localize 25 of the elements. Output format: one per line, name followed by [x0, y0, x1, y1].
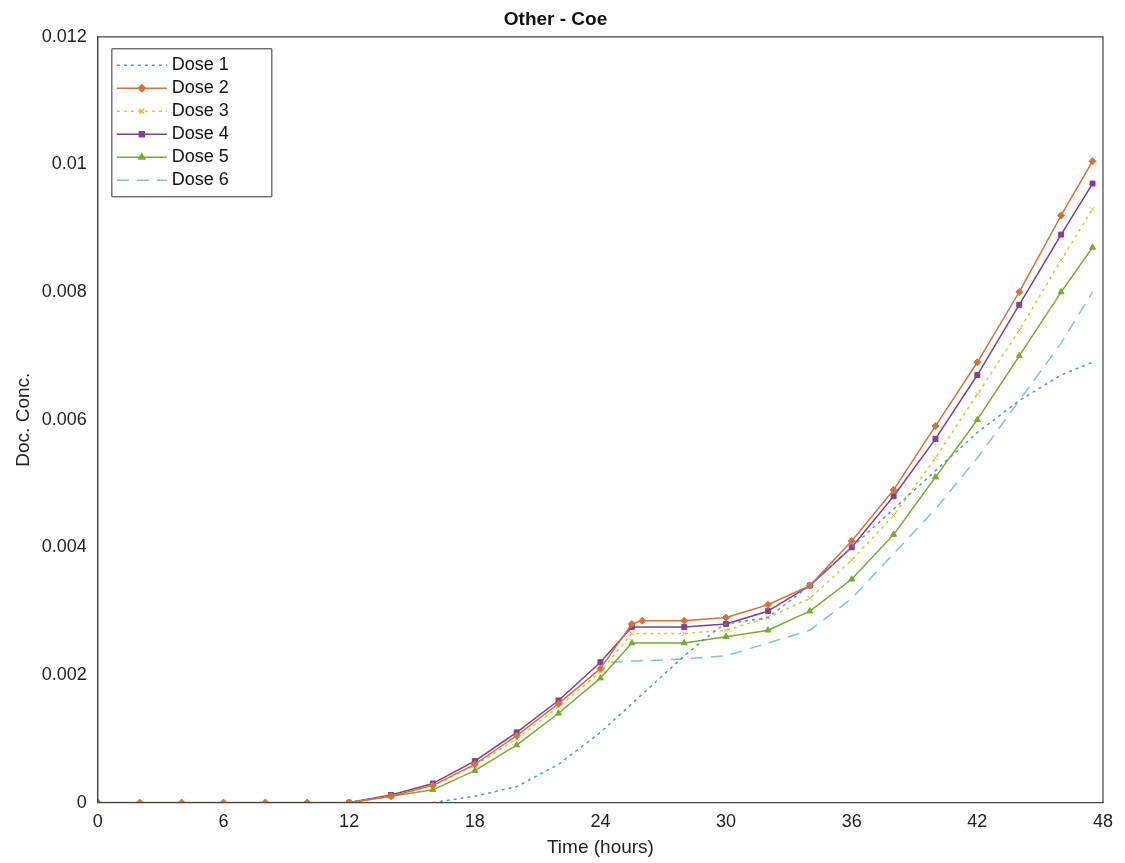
y-tick-label: 0.006 — [41, 408, 87, 429]
y-tick-label: 0.008 — [41, 281, 87, 302]
x-tick-label: 48 — [1092, 811, 1114, 832]
legend-label: Dose 1 — [171, 54, 229, 75]
y-tick-label: 0.002 — [41, 663, 87, 684]
x-axis-title: Time (hours) — [546, 835, 654, 857]
legend-label: Dose 2 — [171, 77, 229, 98]
x-tick-label: 18 — [464, 811, 485, 832]
legend-label: Dose 4 — [171, 123, 229, 144]
legend-label: Dose 3 — [171, 100, 229, 121]
x-tick-label: 0 — [92, 811, 103, 832]
x-tick-label: 24 — [590, 811, 611, 832]
x-tick-label: 30 — [716, 811, 737, 832]
y-axis-title: Doc. Conc. — [11, 372, 33, 467]
y-tick-label: 0 — [76, 791, 87, 812]
chart-title: Other - Coe — [503, 7, 608, 29]
legend-label: Dose 6 — [171, 169, 229, 190]
y-tick-label: 0.012 — [41, 25, 87, 46]
x-tick-label: 6 — [218, 811, 229, 832]
legend-label: Dose 5 — [171, 146, 229, 167]
x-tick-label: 12 — [339, 811, 360, 832]
x-tick-label: 42 — [967, 811, 988, 832]
y-tick-label: 0.004 — [41, 536, 87, 557]
x-tick-label: 36 — [841, 811, 862, 832]
y-tick-label: 0.01 — [51, 153, 87, 174]
